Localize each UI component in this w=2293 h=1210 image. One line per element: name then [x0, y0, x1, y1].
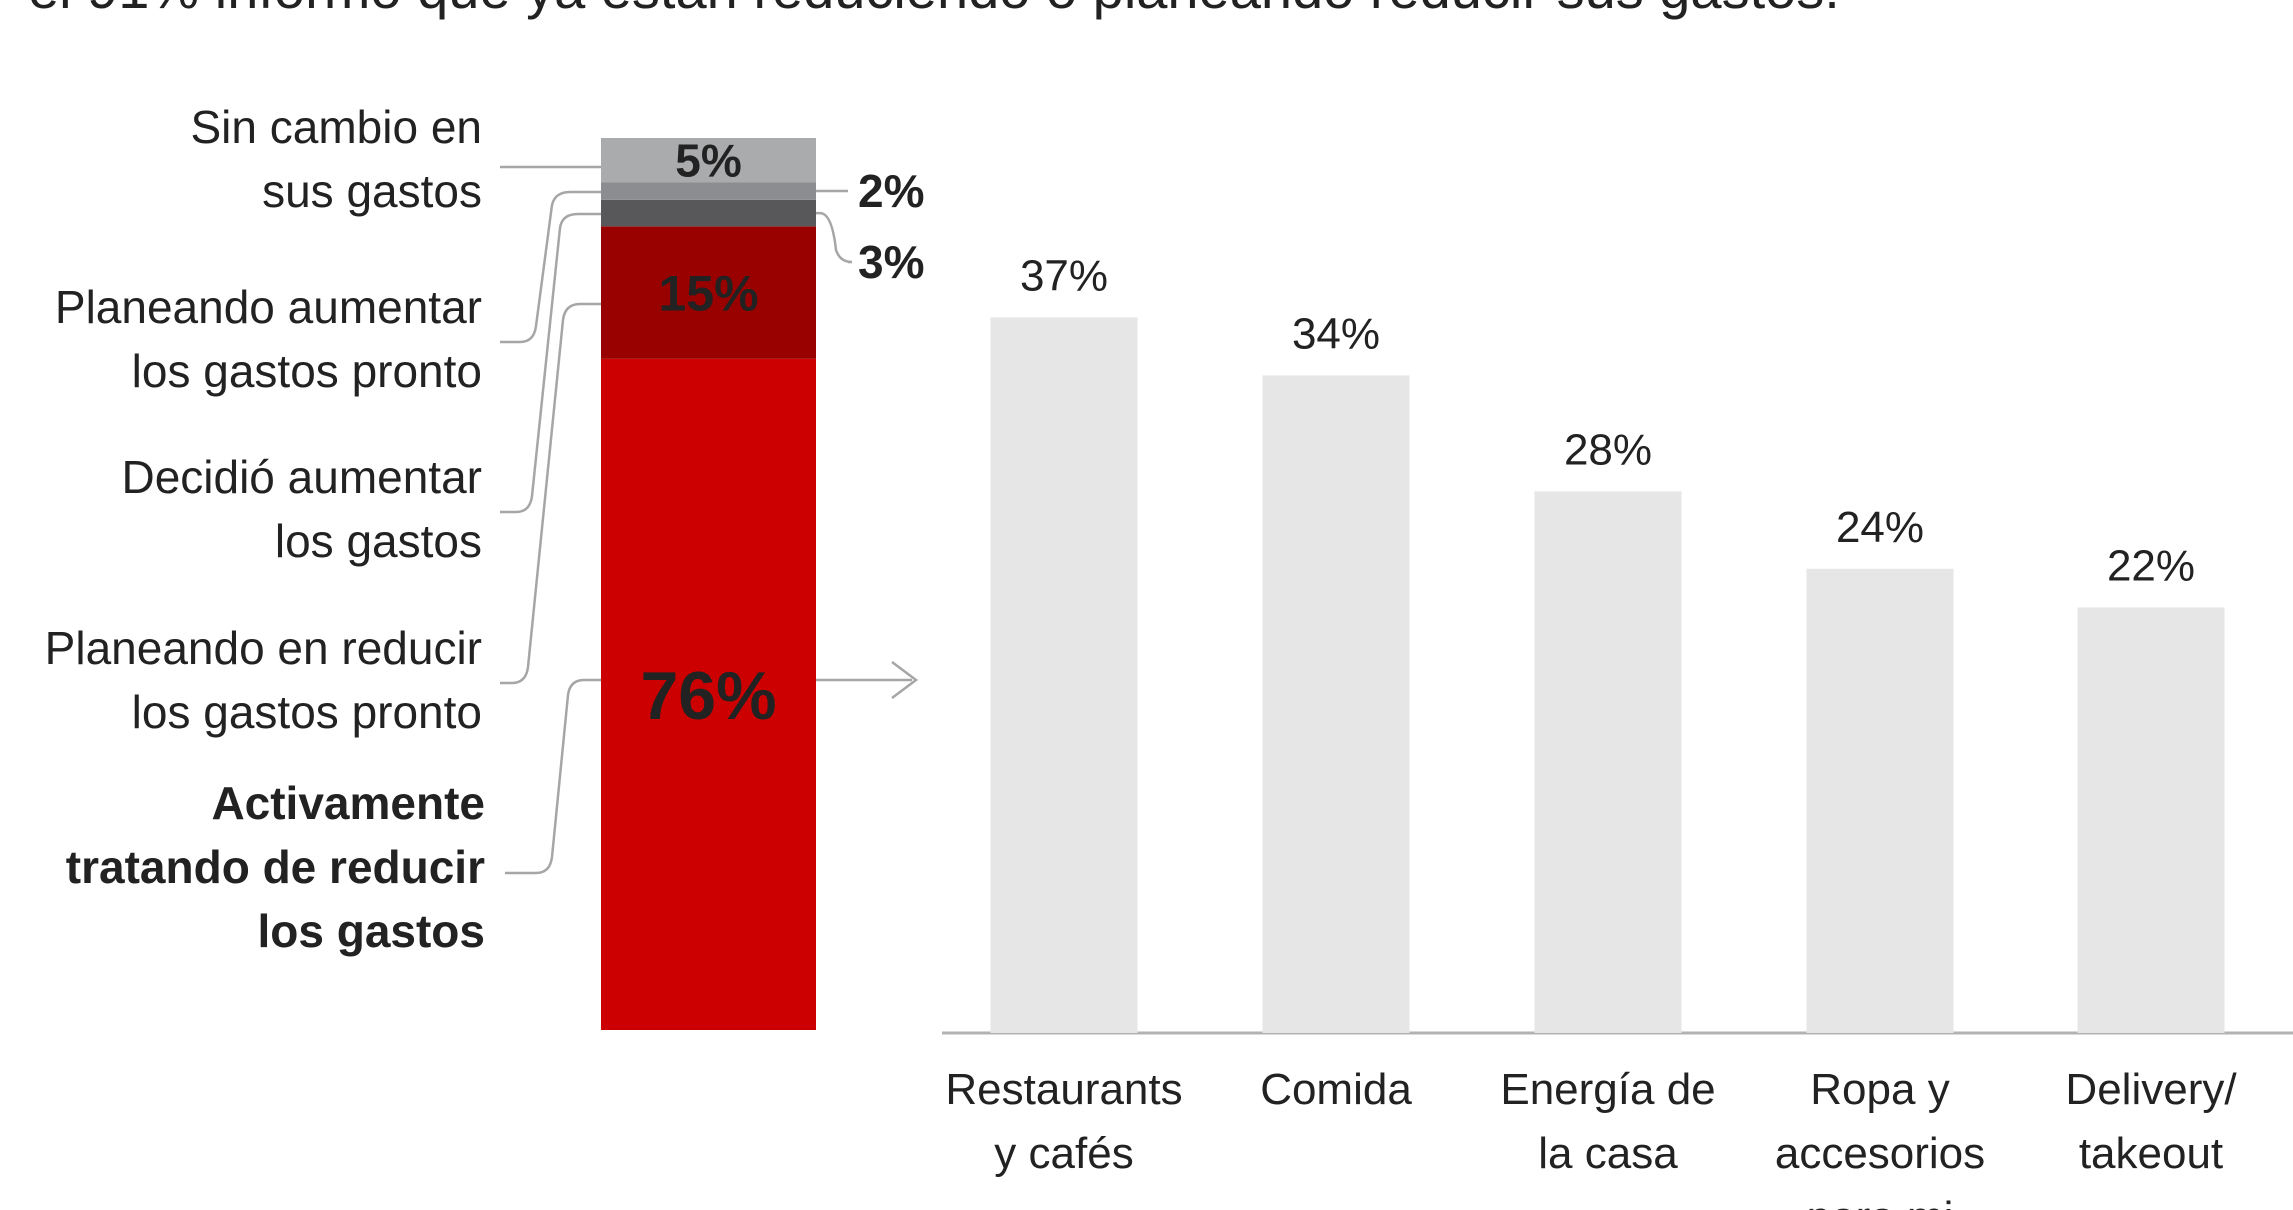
x-tick-label-2-0: Energía de: [1500, 1065, 1715, 1114]
x-tick-label-3-2: para mi: [1807, 1193, 1954, 1210]
headline: el 91% informó que ya están reduciendo o…: [28, 0, 1840, 20]
stack-value-label-3: 2%: [858, 165, 924, 217]
bar-value-label-3: 24%: [1836, 503, 1924, 552]
bar-value-label-1: 34%: [1292, 309, 1380, 358]
bar-2: [1534, 491, 1682, 1033]
x-tick-label-0-1: y cafés: [994, 1129, 1133, 1178]
arrow-to-breakdown: [816, 661, 919, 699]
stack-value-label-2: 3%: [858, 236, 924, 288]
stack-value-label-4: 5%: [675, 135, 741, 187]
stack-segment-3: [601, 182, 816, 200]
connector-3pct: [816, 211, 853, 264]
connector-plan-aumentar: [500, 190, 601, 344]
bar-3: [1806, 568, 1954, 1033]
x-tick-label-4-1: takeout: [2079, 1129, 2223, 1178]
bar-value-label-2: 28%: [1564, 425, 1652, 474]
stack-category-label-4-1: sus gastos: [262, 165, 482, 217]
stack-segment-1: [601, 226, 816, 359]
bar-0: [990, 317, 1138, 1033]
stack-category-label-1-0: Planeando en reducir: [45, 622, 482, 674]
x-tick-label-3-1: accesorios: [1775, 1129, 1985, 1178]
stack-value-label-0: 76%: [640, 658, 776, 734]
stack-category-label-4-0: Sin cambio en: [191, 101, 483, 153]
category-bars-group: 37% Restaurants y cafés 34% Comida 28% Energía…: [942, 251, 2293, 1210]
x-tick-label-3-0: Ropa y: [1810, 1065, 1949, 1114]
stack-segment-4: [601, 138, 816, 183]
stack-category-label-2-1: los gastos: [275, 515, 482, 567]
stack-category-label-0-0: Activamente: [211, 777, 485, 829]
x-tick-label-4-0: Delivery/: [2065, 1065, 2237, 1114]
stack-category-label-1-1: los gastos pronto: [132, 686, 482, 738]
stack-segment-2: [601, 199, 816, 227]
connector-decidio: [500, 212, 601, 514]
stack-value-label-1: 15%: [658, 266, 758, 322]
bar-1: [1262, 375, 1410, 1033]
stack-category-label-3-1: los gastos pronto: [132, 345, 482, 397]
bar-4: [2077, 607, 2225, 1033]
connector-activamente: [505, 678, 601, 875]
x-tick-label-2-1: la casa: [1538, 1129, 1678, 1178]
bar-value-label-4: 22%: [2107, 541, 2195, 590]
stack-category-label-0-2: los gastos: [257, 905, 485, 957]
stack-category-label-0-1: tratando de reducir: [66, 841, 485, 893]
bar-value-label-0: 37%: [1020, 251, 1108, 300]
stacked-bar-group: 76% 15% 5% 2% 3% Sin cambio en sus gastos Plane…: [45, 101, 924, 1030]
connector-plan-reducir: [500, 302, 601, 685]
stack-segment-0: [601, 358, 816, 1030]
x-tick-label-1-0: Comida: [1260, 1065, 1412, 1114]
x-tick-label-0-0: Restaurants: [945, 1065, 1182, 1114]
stack-category-label-2-0: Decidió aumentar: [121, 451, 482, 503]
stack-category-label-3-0: Planeando aumentar: [55, 281, 482, 333]
